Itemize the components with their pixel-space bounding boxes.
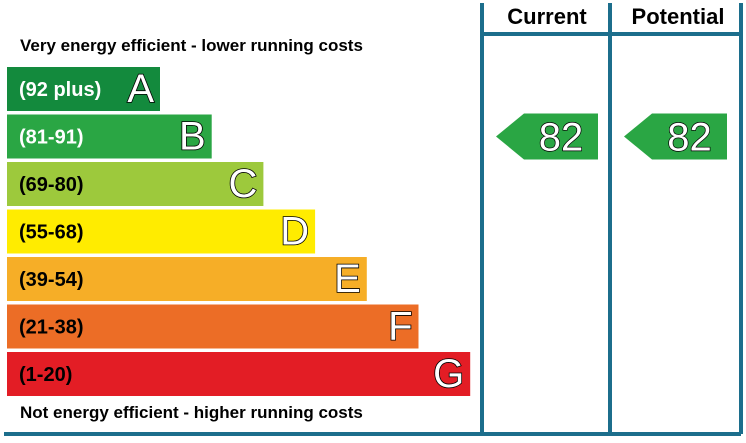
- band-f-range: (21-38): [19, 317, 83, 339]
- efficient-caption: Very energy efficient - lower running co…: [20, 36, 363, 55]
- potential-rating-arrow: [624, 113, 727, 160]
- band-c-range: (69-80): [19, 174, 83, 196]
- current-column-header: Current: [507, 4, 587, 29]
- band-b-bar: [7, 114, 212, 159]
- band-f-bar: [7, 304, 419, 349]
- band-d-letter: D: [280, 210, 309, 254]
- band-e-range: (39-54): [19, 269, 83, 291]
- band-d-bar: [7, 209, 316, 254]
- band-e-bar: [7, 257, 367, 301]
- band-c-bar: [7, 162, 264, 206]
- band-c-letter: C: [229, 162, 258, 206]
- inefficient-caption: Not energy efficient - higher running co…: [20, 403, 363, 422]
- potential-rating-value: 82: [667, 116, 712, 160]
- rating-arrows: 82 82: [496, 113, 727, 160]
- band-e-letter: E: [334, 257, 361, 301]
- band-a-bar: [7, 67, 160, 111]
- current-rating-value: 82: [539, 116, 584, 160]
- table-frame: [4, 3, 743, 436]
- band-g-letter: G: [433, 352, 464, 396]
- band-d-range: (55-68): [19, 222, 83, 244]
- band-g-bar: [7, 352, 471, 396]
- band-a-range: (92 plus): [19, 79, 101, 101]
- band-g-range: (1-20): [19, 364, 72, 386]
- band-b-range: (81-91): [19, 127, 83, 149]
- band-b-letter: B: [179, 115, 206, 159]
- potential-column-header: Potential: [631, 4, 725, 29]
- rating-bands: (92 plus) A (81-91) B (69-80) C (55-68) D (39-54…: [7, 66, 471, 397]
- band-f-letter: F: [388, 305, 412, 349]
- current-rating-arrow: [496, 113, 598, 160]
- band-a-letter: A: [127, 67, 154, 111]
